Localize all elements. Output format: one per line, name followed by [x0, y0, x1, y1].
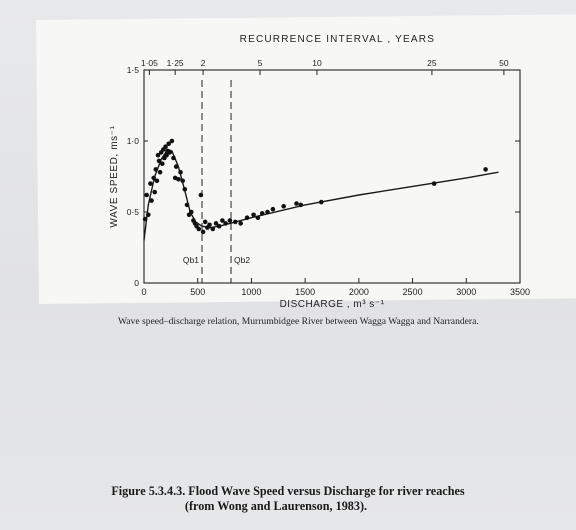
x-tick-label: 2000 — [349, 287, 369, 297]
x-tick-label: 1500 — [295, 287, 315, 297]
data-point — [270, 206, 276, 212]
data-point — [163, 144, 168, 149]
plot-frame — [143, 69, 521, 284]
data-point — [169, 138, 175, 144]
data-point — [196, 226, 202, 232]
data-point — [431, 181, 437, 186]
top-tick-label: 10 — [312, 58, 322, 68]
top-tick-label: 2 — [201, 58, 206, 68]
figure-title-line1: Figure 5.3.4.3. Flood Wave Speed versus … — [111, 484, 465, 498]
data-point — [244, 215, 250, 220]
x-tick-label: 0 — [141, 287, 146, 297]
data-point — [146, 212, 151, 218]
top-tick-label: 1·25 — [167, 58, 184, 68]
data-point — [255, 215, 261, 220]
data-point — [223, 221, 228, 226]
data-point — [176, 177, 181, 182]
data-point — [167, 150, 173, 155]
figure-title-line2: (from Wong and Laurenson, 1983). — [184, 499, 368, 513]
data-point — [189, 209, 194, 215]
x-tick-label: 2500 — [403, 287, 423, 297]
top-tick-label: 5 — [258, 58, 263, 68]
data-point — [265, 209, 270, 215]
data-point — [319, 199, 324, 205]
data-point — [160, 161, 165, 166]
data-point — [298, 202, 304, 208]
data-point — [198, 192, 204, 198]
reference-label-qb1: Qb1 — [183, 255, 199, 265]
y-axis-label: WAVE SPEED, ms⁻¹ — [109, 125, 120, 227]
data-point — [216, 223, 222, 229]
data-point — [202, 219, 208, 225]
data-point — [182, 187, 188, 192]
data-point — [142, 216, 148, 222]
data-point — [251, 212, 256, 218]
x-tick-label: 3500 — [510, 287, 530, 297]
data-point — [166, 141, 171, 147]
y-tick-label: 0·5 — [127, 207, 140, 217]
data-point — [210, 226, 216, 232]
y-tick-label: 1·5 — [127, 65, 140, 75]
data-point — [156, 158, 162, 164]
figure-caption: Wave speed–discharge relation, Murrumbid… — [118, 316, 479, 327]
data-point — [294, 201, 299, 206]
data-point — [151, 175, 156, 181]
data-point — [220, 218, 225, 223]
top-axis-label: RECURRENCE INTERVAL , YEARS — [240, 34, 435, 45]
data-point — [149, 198, 154, 203]
data-point — [171, 155, 176, 161]
reference-label-qb2: Qb2 — [234, 255, 250, 265]
data-point — [173, 164, 179, 169]
data-point — [153, 167, 159, 172]
data-point — [152, 189, 157, 195]
data-point — [184, 202, 190, 208]
data-point — [207, 222, 212, 228]
x-tick-label: 1000 — [241, 287, 261, 297]
data-point — [259, 211, 265, 216]
y-tick-label: 0 — [134, 278, 139, 288]
data-point — [281, 204, 287, 209]
data-point — [148, 181, 153, 186]
data-point — [155, 152, 161, 158]
top-tick-label: 1·05 — [141, 58, 158, 68]
data-point — [164, 152, 169, 158]
data-point — [483, 167, 488, 172]
x-tick-label: 500 — [190, 287, 205, 297]
data-point — [157, 169, 163, 175]
data-point — [213, 221, 219, 226]
data-point — [178, 169, 183, 175]
data-point — [154, 178, 160, 184]
x-axis-label: DISCHARGE , m³ s⁻¹ — [280, 299, 385, 310]
data-point — [200, 229, 206, 235]
top-tick-label: 50 — [499, 58, 509, 68]
data-point — [233, 219, 238, 225]
data-point — [144, 192, 149, 198]
data-point — [238, 221, 243, 226]
top-tick-label: 25 — [427, 58, 437, 68]
y-tick-label: 1·0 — [127, 136, 140, 146]
data-point — [227, 218, 233, 223]
figure-title: Figure 5.3.4.3. Flood Wave Speed versus … — [0, 484, 576, 514]
data-point — [180, 178, 185, 184]
x-tick-label: 3000 — [456, 287, 476, 297]
